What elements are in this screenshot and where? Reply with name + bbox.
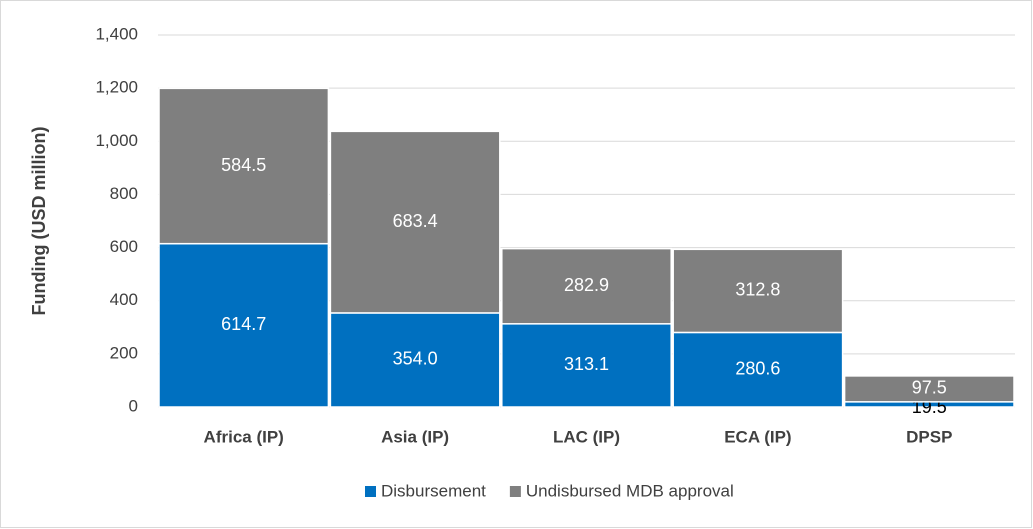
- data-label: 614.7: [221, 314, 266, 334]
- bar-segment: [501, 247, 672, 325]
- y-tick-label: 400: [110, 290, 138, 309]
- x-tick-label: Africa (IP): [204, 427, 284, 446]
- data-label: 354.0: [393, 349, 438, 369]
- data-label: 313.1: [564, 354, 609, 374]
- bar-segment: [843, 375, 1015, 403]
- bar-segment: [672, 248, 844, 334]
- x-tick-label: LAC (IP): [553, 427, 620, 446]
- data-label: 312.8: [735, 280, 780, 300]
- y-tick-label: 0: [129, 396, 138, 415]
- x-tick-label: DPSP: [906, 427, 952, 446]
- x-tick-label: ECA (IP): [724, 427, 791, 446]
- data-label: 280.6: [735, 358, 780, 378]
- legend-label: Disbursement: [381, 481, 486, 500]
- y-axis-label: Funding (USD million): [29, 127, 49, 316]
- bar-segment: [158, 242, 330, 408]
- y-tick-label: 1,000: [95, 131, 138, 150]
- y-tick-label: 1,200: [95, 78, 138, 97]
- data-label: 683.4: [393, 211, 438, 231]
- bar-segment: [329, 312, 501, 408]
- legend-swatch: [365, 486, 376, 497]
- bar-segment: [329, 130, 501, 314]
- data-label: 282.9: [564, 275, 609, 295]
- data-label: 584.5: [221, 155, 266, 175]
- bar-segment: [158, 87, 330, 245]
- y-tick-label: 1,400: [95, 24, 138, 43]
- legend-label: Undisbursed MDB approval: [526, 481, 734, 500]
- y-tick-label: 600: [110, 237, 138, 256]
- y-tick-label: 800: [110, 184, 138, 203]
- x-tick-label: Asia (IP): [381, 427, 449, 446]
- bar-segment: [672, 331, 844, 408]
- y-tick-label: 200: [110, 343, 138, 362]
- data-label: 97.5: [912, 378, 947, 398]
- legend-swatch: [509, 486, 521, 497]
